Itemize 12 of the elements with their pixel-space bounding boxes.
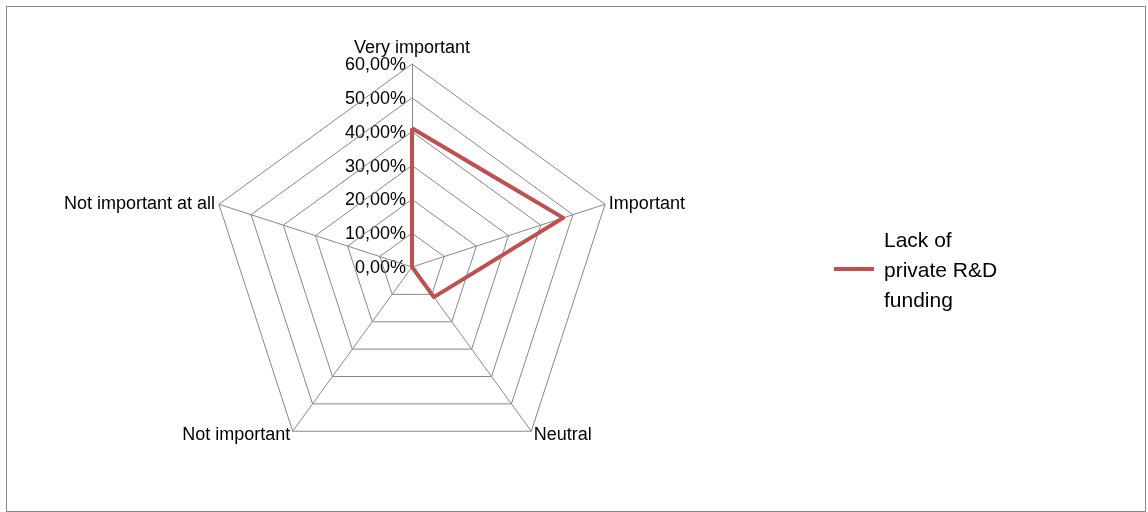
spoke-label: Very important [353, 37, 471, 57]
y-tick-label: 50,00% [344, 87, 406, 108]
spoke-label: Important [608, 193, 685, 214]
y-tick-label: 10,00% [344, 223, 406, 244]
spoke-label: Not important [182, 424, 291, 445]
spoke-label: Not important at all [64, 193, 216, 214]
y-tick-label: 30,00% [344, 155, 406, 176]
y-tick-label: 40,00% [344, 121, 406, 142]
y-tick-label: 0,00% [354, 257, 406, 277]
y-tick-label: 20,00% [344, 189, 406, 210]
spoke-label: Neutral [533, 424, 592, 445]
legend-label: Lack of private R&D funding [884, 227, 1004, 311]
